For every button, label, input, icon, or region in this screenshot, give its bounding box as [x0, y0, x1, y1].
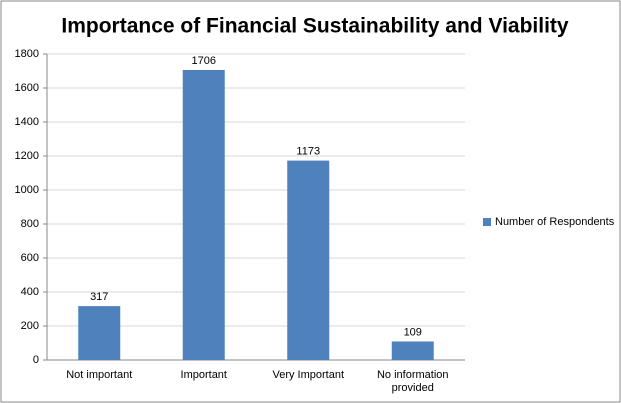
data-label: 1706 — [192, 55, 216, 67]
legend-label: Number of Respondents — [495, 216, 615, 228]
x-tick-label: Not important — [66, 369, 133, 381]
y-tick-label: 0 — [33, 354, 39, 366]
y-tick-label: 1600 — [15, 82, 39, 94]
legend-swatch — [483, 218, 491, 226]
y-tick-label: 800 — [21, 218, 39, 230]
x-tick-label: No information provided — [376, 369, 449, 394]
chart-title: Importance of Financial Sustainability a… — [61, 15, 569, 38]
x-tick-label: Very Important — [272, 369, 345, 381]
y-tick-label: 200 — [21, 320, 39, 332]
data-label: 317 — [90, 291, 108, 303]
y-tick-label: 1200 — [15, 150, 39, 162]
y-tick-label: 1800 — [15, 48, 39, 60]
bar — [78, 306, 121, 360]
x-tick-label: Important — [180, 369, 227, 381]
data-label: 1173 — [296, 145, 320, 157]
y-tick-label: 1400 — [15, 116, 39, 128]
y-tick-label: 1000 — [15, 184, 39, 196]
y-tick-label: 600 — [21, 252, 39, 264]
data-label: 109 — [404, 326, 422, 338]
bar — [182, 69, 225, 360]
bar — [287, 160, 330, 360]
bar — [391, 341, 434, 360]
y-tick-label: 400 — [21, 286, 39, 298]
